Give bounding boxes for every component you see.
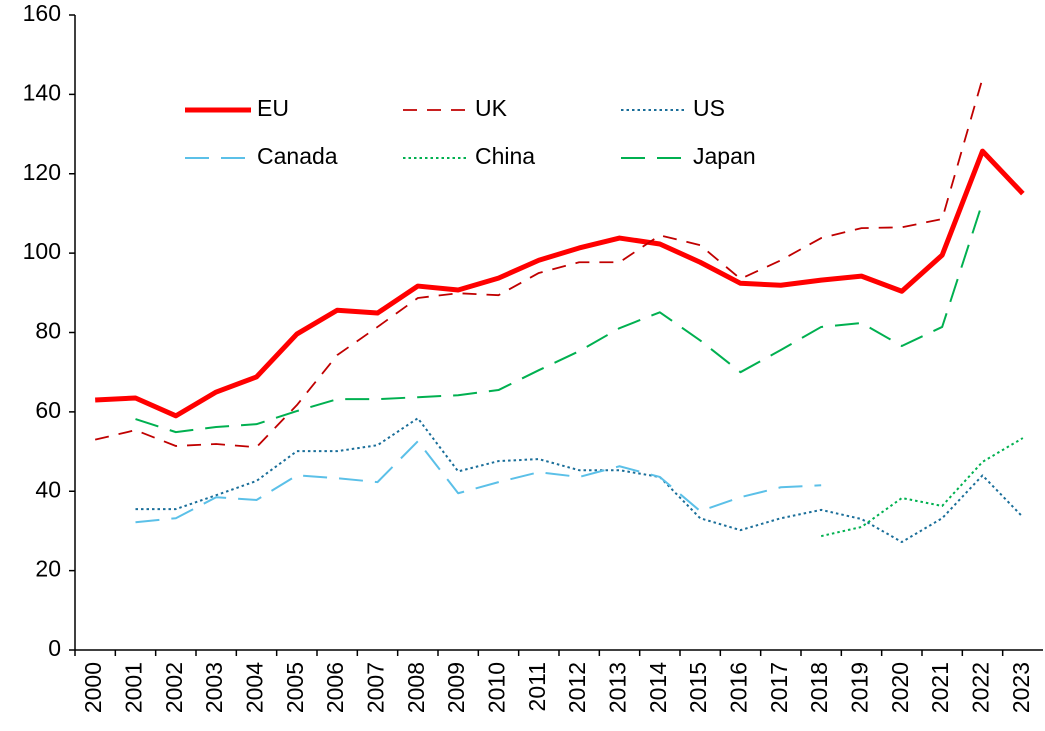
legend-label: UK — [475, 95, 508, 121]
x-tick-label: 2008 — [403, 662, 429, 713]
x-tick-label: 2023 — [1008, 662, 1034, 713]
x-tick-label: 2011 — [524, 662, 550, 711]
y-tick-label: 160 — [23, 0, 61, 26]
y-tick-label: 120 — [23, 159, 61, 185]
legend-label: EU — [257, 95, 289, 121]
series-line — [135, 440, 822, 524]
x-tick-label: 2002 — [161, 662, 187, 713]
x-tick-label: 2018 — [806, 662, 832, 713]
x-tick-label: 2005 — [282, 662, 308, 713]
legend-label: Japan — [693, 143, 756, 169]
x-tick-label: 2009 — [443, 662, 469, 713]
series-line — [94, 78, 984, 449]
x-tick-label: 2019 — [847, 662, 873, 713]
x-tick-label: 2020 — [887, 662, 913, 713]
x-tick-label: 2012 — [564, 662, 590, 713]
x-tick-label: 2003 — [201, 662, 227, 713]
legend-label: Canada — [257, 143, 338, 169]
x-tick-label: 2021 — [927, 662, 953, 713]
series-line — [95, 148, 1025, 419]
y-tick-label: 40 — [35, 476, 61, 502]
y-tick-label: 20 — [35, 556, 61, 582]
legend-label: US — [693, 95, 725, 121]
x-tick-label: 2010 — [484, 662, 510, 713]
y-tick-label: 60 — [35, 397, 61, 423]
x-tick-label: 2015 — [685, 662, 711, 713]
x-tick-label: 2013 — [605, 662, 631, 713]
y-tick-label: 100 — [23, 238, 61, 264]
series-line — [135, 417, 1024, 544]
y-tick-label: 80 — [35, 318, 61, 344]
series-line — [135, 202, 984, 434]
series-line — [820, 437, 1024, 538]
x-tick-label: 2006 — [322, 662, 348, 713]
y-tick-label: 0 — [48, 635, 61, 661]
x-tick-label: 2016 — [726, 662, 752, 713]
y-tick-label: 140 — [23, 79, 61, 105]
x-tick-label: 2004 — [242, 662, 268, 713]
x-tick-label: 2001 — [121, 662, 147, 713]
legend-label: China — [475, 143, 535, 169]
x-tick-label: 2014 — [645, 662, 671, 713]
x-tick-label: 2017 — [766, 662, 792, 713]
x-tick-label: 2022 — [968, 662, 994, 713]
x-tick-label: 2007 — [363, 662, 389, 713]
x-tick-label: 2000 — [80, 662, 106, 713]
